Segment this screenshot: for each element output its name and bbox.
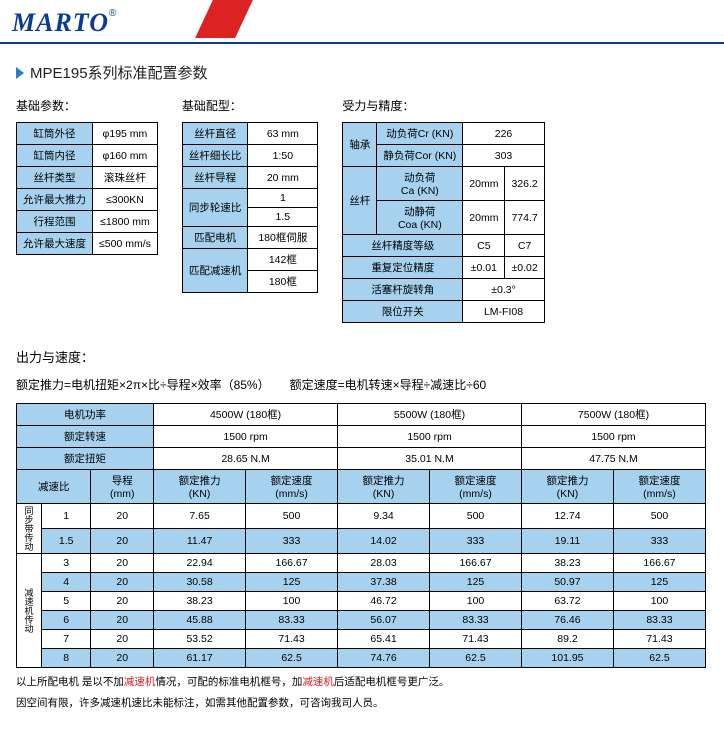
param-value: φ195 mm <box>93 123 158 145</box>
cfg-label: 匹配减速机 <box>182 249 248 293</box>
param-value: 滚珠丝杆 <box>93 167 158 189</box>
group-precision: 受力与精度： 轴承动负荷Cr (KN)226 静负荷Cor (KN)303 丝杆… <box>342 97 544 323</box>
cfg-label: 丝杆细长比 <box>182 145 248 167</box>
group-basic-params: 基础参数： 缸筒外径φ195 mm缸筒内径φ160 mm丝杆类型滚珠丝杆允许最大… <box>16 97 158 255</box>
param-label: 允许最大速度 <box>17 233 93 255</box>
param-label: 丝杆类型 <box>17 167 93 189</box>
output-title: 出力与速度： <box>16 347 708 366</box>
cfg-label: 丝杆直径 <box>182 123 248 145</box>
cfg-label: 丝杆导程 <box>182 167 248 189</box>
param-label: 行程范围 <box>17 211 93 233</box>
cfg-value: 180框伺服 <box>248 227 318 249</box>
table-basic-params: 缸筒外径φ195 mm缸筒内径φ160 mm丝杆类型滚珠丝杆允许最大推力≤300… <box>16 122 158 255</box>
cfg-value: 180框 <box>248 271 318 293</box>
page-content: MPE195系列标准配置参数 基础参数： 缸筒外径φ195 mm缸筒内径φ160… <box>0 44 724 720</box>
param-value: φ160 mm <box>93 145 158 167</box>
cfg-value: 1.5 <box>248 208 318 227</box>
param-value: ≤500 mm/s <box>93 233 158 255</box>
g1-label: 基础参数： <box>16 97 158 114</box>
g3-label: 受力与精度： <box>342 97 544 114</box>
spec-groups: 基础参数： 缸筒外径φ195 mm缸筒内径φ160 mm丝杆类型滚珠丝杆允许最大… <box>16 97 708 323</box>
g2-label: 基础配型： <box>182 97 319 114</box>
page-header: MARTO ® <box>0 0 724 44</box>
group-config: 基础配型： 丝杆直径63 mm丝杆细长比1:50丝杆导程20 mm同步轮速比11… <box>182 97 319 293</box>
param-label: 缸筒外径 <box>17 123 93 145</box>
title-text: MPE195系列标准配置参数 <box>30 62 208 83</box>
note-1: 以上所配电机 是以不加减速机情况，可配的标准电机框号，加减速机后适配电机框号更广… <box>16 674 708 689</box>
param-value: ≤300KN <box>93 189 158 211</box>
section-title: MPE195系列标准配置参数 <box>16 62 708 83</box>
brand-logo: MARTO <box>12 8 109 38</box>
param-value: ≤1800 mm <box>93 211 158 233</box>
diamond-icon <box>16 67 24 79</box>
table-precision: 轴承动负荷Cr (KN)226 静负荷Cor (KN)303 丝杆动负荷 Ca … <box>342 122 544 323</box>
decor-red <box>195 0 253 38</box>
param-label: 允许最大推力 <box>17 189 93 211</box>
cfg-label: 同步轮速比 <box>182 189 248 227</box>
cfg-label: 匹配电机 <box>182 227 248 249</box>
formula-line: 额定推力=电机扭矩×2π×比÷导程×效率（85%） 额定速度=电机转速×导程÷减… <box>16 376 708 393</box>
table-config: 丝杆直径63 mm丝杆细长比1:50丝杆导程20 mm同步轮速比11.5匹配电机… <box>182 122 319 293</box>
cfg-value: 142框 <box>248 249 318 271</box>
registered-mark: ® <box>109 8 116 19</box>
cfg-value: 20 mm <box>248 167 318 189</box>
cfg-value: 63 mm <box>248 123 318 145</box>
param-label: 缸筒内径 <box>17 145 93 167</box>
cfg-value: 1:50 <box>248 145 318 167</box>
cfg-value: 1 <box>248 189 318 208</box>
table-output: 电机功率4500W (180框)5500W (180框)7500W (180框)… <box>16 403 706 668</box>
note-2: 因空间有限，许多减速机速比未能标注，如需其他配置参数，可咨询我司人员。 <box>16 695 708 710</box>
